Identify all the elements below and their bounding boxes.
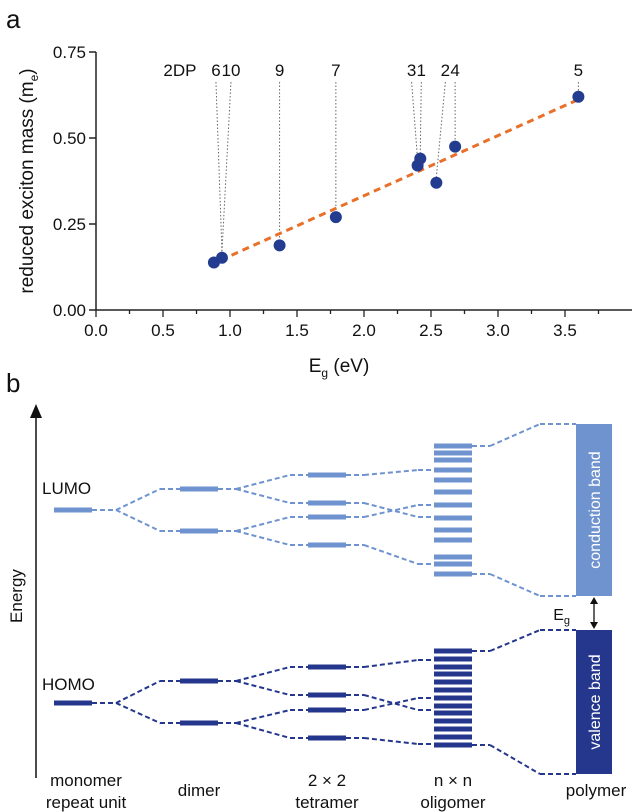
y-tick-label: 0.25	[53, 215, 86, 234]
data-point	[329, 211, 342, 224]
level-connector	[115, 488, 161, 511]
x-tick-label: 3.0	[486, 321, 510, 340]
level-connector	[235, 709, 291, 724]
point-label: 3	[407, 61, 416, 80]
data-point	[449, 140, 462, 153]
level-connector	[363, 504, 419, 518]
data-point	[414, 152, 427, 165]
level-connector	[235, 516, 291, 532]
level-connector	[489, 629, 541, 652]
point-label: 10	[221, 61, 240, 80]
data-point	[430, 176, 443, 189]
column-label: 2 × 2	[308, 771, 346, 790]
band-gap-label: Eg	[553, 607, 570, 627]
point-label: 2DP	[163, 61, 196, 80]
band-gap-arrowhead-down	[590, 622, 598, 629]
level-connector	[115, 509, 161, 532]
y-tick-label: 0.50	[53, 129, 86, 148]
point-label: 4	[450, 61, 459, 80]
level-connector	[363, 469, 419, 476]
y-tick-label: 0.00	[53, 301, 86, 320]
panel-b-label: b	[6, 368, 20, 398]
column-label: monomer	[50, 771, 122, 790]
level-connector	[363, 694, 419, 711]
band-diagram: Energy LUMO HOMO conduction band valence…	[7, 404, 627, 812]
point-guide-line	[215, 81, 223, 252]
homo-levels	[54, 629, 576, 775]
x-tick-label: 3.5	[553, 321, 577, 340]
x-tick-label: 0.5	[151, 321, 175, 340]
level-connector	[363, 544, 419, 565]
conduction-band-label: conduction band	[587, 451, 604, 568]
conduction-band	[576, 424, 612, 596]
lumo-label: LUMO	[42, 479, 91, 498]
level-connector	[489, 744, 541, 775]
column-label: dimer	[178, 781, 221, 800]
column-label-line2: tetramer	[295, 793, 359, 812]
energy-axis-label: Energy	[7, 569, 26, 623]
x-axis-title: Eg (eV)	[309, 356, 370, 380]
level-connector	[235, 474, 291, 490]
column-label: polymer	[566, 781, 627, 800]
point-label: 2	[441, 61, 450, 80]
x-tick-label: 2.0	[352, 321, 376, 340]
lumo-levels	[54, 423, 576, 597]
energy-axis-arrowhead	[30, 404, 42, 418]
level-connector	[115, 680, 161, 704]
x-tick-label: 1.0	[218, 321, 242, 340]
column-label-line2: repeat unit	[46, 793, 127, 812]
y-tick-label: 0.75	[53, 43, 86, 62]
data-point	[273, 239, 286, 252]
valence-band-label: valence band	[587, 654, 604, 749]
x-tick-label: 2.5	[419, 321, 443, 340]
level-connector	[363, 659, 419, 668]
level-connector	[235, 530, 291, 546]
column-label: n × n	[434, 771, 472, 790]
panel-a-label: a	[6, 4, 21, 34]
level-connector	[489, 573, 541, 597]
point-label: 6	[211, 61, 220, 80]
level-connector	[115, 702, 161, 724]
band-gap-arrowhead-up	[590, 597, 598, 604]
x-tick-label: 0.0	[84, 321, 108, 340]
homo-label: HOMO	[42, 675, 95, 694]
data-point	[215, 251, 228, 264]
column-label-line2: oligomer	[420, 793, 486, 812]
x-tick-label: 1.5	[285, 321, 309, 340]
point-label: 1	[417, 61, 426, 80]
point-guide-line	[411, 81, 419, 160]
level-connector	[235, 680, 291, 696]
level-connector	[235, 488, 291, 504]
fit-line	[220, 98, 580, 262]
level-connector	[235, 722, 291, 739]
level-connector	[363, 737, 419, 745]
level-connector	[235, 666, 291, 682]
point-label: 5	[574, 61, 583, 80]
data-point	[572, 90, 585, 103]
point-guide-line	[221, 81, 232, 252]
level-connector	[363, 697, 419, 711]
point-label: 9	[275, 61, 284, 80]
point-guide-line	[419, 81, 422, 153]
valence-band	[576, 630, 612, 774]
y-axis-title: reduced exciton mass (me)	[17, 68, 41, 293]
scatter-chart: 0.00 0.25 0.50 0.75 0.0 0.5 1.0 1.5 2.0 2.5 3.0 3.…	[17, 43, 632, 380]
level-connector	[489, 423, 541, 447]
point-label: 7	[331, 61, 340, 80]
